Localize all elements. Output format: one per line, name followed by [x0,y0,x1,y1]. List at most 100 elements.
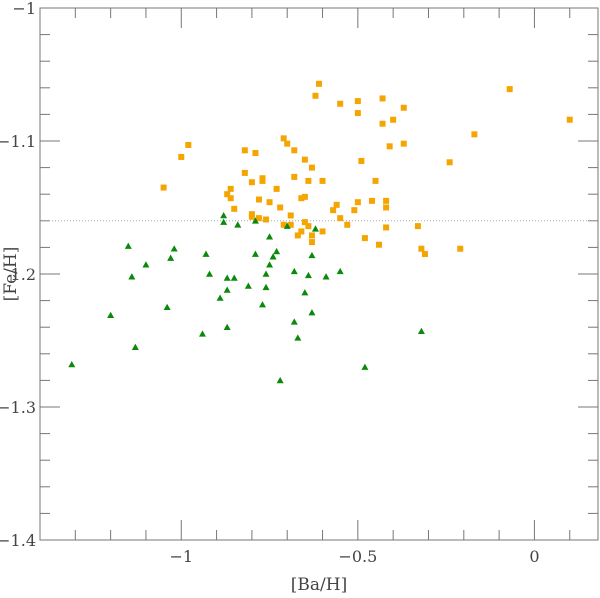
plot-frame [39,7,599,541]
square-marker [368,197,375,204]
triangle-marker [417,327,425,334]
square-marker [227,195,234,202]
triangle-marker [131,343,139,350]
square-marker [418,245,425,252]
major-ticks [40,7,598,541]
square-marker [277,204,284,211]
square-marker [185,141,192,148]
y-tick-label: 1.2 [11,265,36,284]
triangle-marker [266,261,274,268]
y-tick-label: −1.1 [0,132,36,151]
square-marker [301,193,308,200]
square-marker [372,177,379,184]
square-marker [312,92,319,99]
square-marker [308,239,315,246]
triangle-marker [258,301,266,308]
square-marker [273,185,280,192]
triangle-marker [361,363,369,370]
square-marker [354,98,361,105]
x-tick-label: −1 [169,547,193,566]
square-marker [305,177,312,184]
triangle-marker [206,270,214,277]
square-marker [351,207,358,214]
square-marker [383,224,390,231]
triangle-marker [220,211,228,219]
square-marker [344,221,351,228]
square-marker [358,157,365,164]
square-marker [252,149,259,156]
square-marker [414,223,421,230]
triangle-marker [128,273,136,280]
triangle-marker [304,271,312,279]
triangle-marker [308,309,316,316]
square-marker [263,216,270,223]
square-marker [224,191,231,198]
square-marker [248,211,255,218]
square-marker [241,169,248,176]
square-marker [305,223,312,230]
square-marker [383,197,390,204]
triangle-marker [68,360,76,368]
triangle-marker [283,222,291,229]
triangle-marker [230,274,238,281]
square-marker [284,140,291,147]
square-marker [383,204,390,211]
triangle-marker [251,250,259,257]
triangle-marker [276,376,284,384]
square-marker [287,221,294,228]
triangle-marker [336,267,344,275]
square-marker [280,135,287,142]
x-axis-title: [Ba/H] [291,575,347,595]
y-tick-label: −1.3 [0,398,36,417]
triangle-marker [266,233,274,240]
square-marker [266,199,273,206]
square-marker [248,179,255,186]
triangle-marker [251,217,259,224]
square-marker [178,153,185,160]
square-marker [280,221,287,228]
square-marker [241,147,248,154]
square-marker [566,116,573,123]
square-marker [316,80,322,87]
square-marker [506,86,513,93]
square-marker [354,199,361,206]
square-marker [379,120,386,127]
square-marker [227,185,234,192]
triangle-marker [124,242,132,249]
triangle-marker [170,245,178,252]
triangle-marker [234,221,242,228]
square-marker [457,245,464,252]
square-marker [298,195,305,202]
y-tick-label: −1.4 [0,531,36,550]
triangle-marker [269,253,277,260]
triangle-marker [216,294,224,301]
square-marker [421,251,428,258]
x-tick-label: −0.5 [338,547,377,566]
square-marker [386,143,393,150]
tick-labels: −1 −0.5 0 −1.4 −1.3 1.2 −1.1 −1 [0,0,540,566]
triangle-marker [107,311,115,319]
triangle-marker [294,334,302,341]
square-marker [291,173,298,180]
square-marker [231,205,238,212]
triangle-marker [290,318,298,325]
square-marker [298,228,305,235]
triangle-marker [167,254,175,261]
square-marker [376,241,383,248]
square-marker [160,184,167,191]
triangle-marker [311,225,319,232]
square-marker [308,232,315,239]
square-marker [400,140,407,147]
triangle-marker [223,286,231,293]
square-marker [301,219,308,226]
triangle-marker [290,267,298,275]
square-marker [330,207,337,214]
square-marker [287,212,294,219]
square-marker [471,131,478,138]
triangle-marker [322,273,330,280]
square-marker [354,110,361,117]
triangle-marker [244,282,252,289]
square-marker [333,201,340,208]
square-marker [379,95,386,102]
